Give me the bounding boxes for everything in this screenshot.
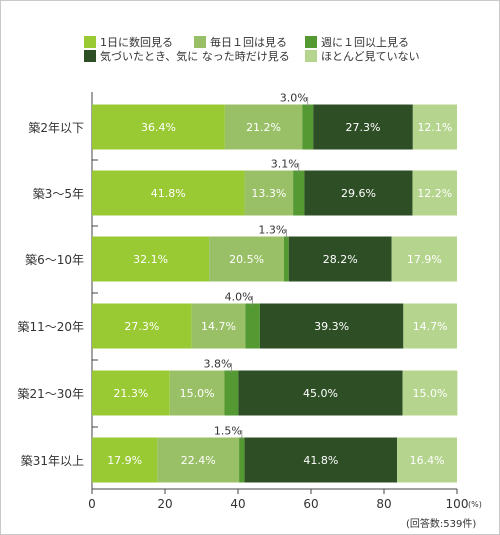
data-label: 12.2% — [417, 187, 452, 200]
data-label: 14.7% — [413, 320, 448, 333]
bar-segment — [92, 370, 170, 416]
callout-leader — [305, 97, 309, 107]
legend-swatch — [305, 50, 317, 62]
legend-swatch — [84, 36, 96, 48]
x-tick-label: 40 — [230, 497, 245, 511]
data-label: 14.7% — [201, 320, 236, 333]
bar-segment — [293, 170, 305, 216]
bar-segment — [302, 104, 314, 150]
data-label: 32.1% — [133, 253, 168, 266]
bar-segment — [402, 370, 458, 416]
bar-segment — [403, 303, 457, 349]
data-label: 12.1% — [417, 121, 452, 134]
data-label: 28.2% — [323, 253, 358, 266]
x-tick-label: 0 — [88, 497, 96, 511]
data-label: 15.0% — [413, 387, 448, 400]
bar-segment — [92, 236, 210, 282]
legend-label: 毎日１回は見る — [210, 36, 287, 49]
data-label: 15.0% — [180, 387, 215, 400]
bar-segment — [304, 170, 413, 216]
category-label: 築3～5年 — [33, 186, 84, 201]
data-label: 41.8% — [303, 454, 338, 467]
data-label-callout: 3.8% — [203, 358, 231, 371]
data-label: 16.4% — [410, 454, 445, 467]
category-label: 築2年以下 — [28, 120, 84, 135]
bar-segment — [244, 170, 294, 216]
response-count-note: (回答数:539件) — [406, 519, 477, 530]
data-label: 21.3% — [113, 387, 148, 400]
legend-item: 毎日１回は見る — [194, 34, 287, 50]
bar-segment — [397, 437, 457, 483]
bar-segment — [224, 370, 239, 416]
bar-segment — [313, 104, 413, 150]
bar-segment — [245, 303, 260, 349]
legend-label: 1日に数回見る — [100, 36, 173, 49]
bar-segment — [224, 104, 303, 150]
bar-segment — [92, 437, 158, 483]
bar-segment — [283, 236, 289, 282]
category-label: 築21～30年 — [17, 386, 84, 401]
x-tick-label: 80 — [376, 497, 391, 511]
data-label: 36.4% — [141, 121, 176, 134]
data-label: 45.0% — [303, 387, 338, 400]
legend-label: 週に１回以上見る — [321, 36, 409, 49]
data-label: 17.9% — [107, 454, 142, 467]
category-label: 築6～10年 — [25, 252, 84, 267]
bar-segment — [412, 104, 457, 150]
data-label-callout: 1.3% — [258, 224, 286, 237]
bar-segment — [239, 437, 245, 483]
bar-segment — [244, 437, 398, 483]
bar-segment — [259, 303, 404, 349]
bar-segment — [412, 170, 457, 216]
callout-leader — [250, 296, 254, 306]
data-label: 29.6% — [341, 187, 376, 200]
data-label-callout: 3.1% — [271, 158, 299, 171]
bar-segment — [157, 437, 240, 483]
legend-item: 週に１回以上見る — [305, 34, 409, 50]
legend-label: ほとんど見ていない — [321, 50, 420, 63]
bar-segment — [92, 303, 192, 349]
bar-segment — [288, 236, 392, 282]
bar-segment — [209, 236, 284, 282]
data-label: 41.8% — [151, 187, 186, 200]
bar-segment — [191, 303, 246, 349]
x-tick-label: 100 — [446, 497, 469, 511]
data-label: 27.3% — [346, 121, 381, 134]
data-label-callout: 4.0% — [225, 291, 253, 304]
legend-swatch — [84, 50, 96, 62]
callout-leader — [296, 163, 300, 173]
category-label: 築31年以上 — [21, 453, 84, 468]
legend-swatch — [305, 36, 317, 48]
data-label: 17.9% — [407, 253, 442, 266]
x-tick-label: 20 — [157, 497, 172, 511]
data-label-callout: 1.5% — [214, 425, 242, 438]
bar-segment — [92, 104, 225, 150]
callout-leader — [239, 430, 243, 440]
legend-label: 気づいたとき、気に なった時だけ見る — [100, 50, 290, 63]
legend: 1日に数回見る 毎日１回は見る 週に１回以上見る気づいたとき、気に なった時だけ見る… — [0, 0, 500, 70]
bar-segment — [238, 370, 403, 416]
data-label: 21.2% — [246, 121, 281, 134]
data-label: 22.4% — [181, 454, 216, 467]
data-label: 39.3% — [314, 320, 349, 333]
data-label: 27.3% — [124, 320, 159, 333]
legend-swatch — [194, 36, 206, 48]
callout-leader — [284, 229, 287, 239]
legend-item: 1日に数回見る — [84, 34, 173, 50]
bar-segment — [169, 370, 225, 416]
legend-item: 気づいたとき、気に なった時だけ見る — [84, 48, 290, 64]
bar-segment — [391, 236, 457, 282]
callout-leader — [229, 363, 232, 373]
x-unit-label: (%) — [468, 500, 482, 509]
category-label: 築11～20年 — [17, 319, 84, 334]
data-label: 13.3% — [251, 187, 286, 200]
x-tick-label: 60 — [303, 497, 318, 511]
bar-segment — [92, 170, 245, 216]
data-label-callout: 3.0% — [280, 92, 308, 105]
legend-item: ほとんど見ていない — [305, 48, 420, 64]
data-label: 20.5% — [229, 253, 264, 266]
